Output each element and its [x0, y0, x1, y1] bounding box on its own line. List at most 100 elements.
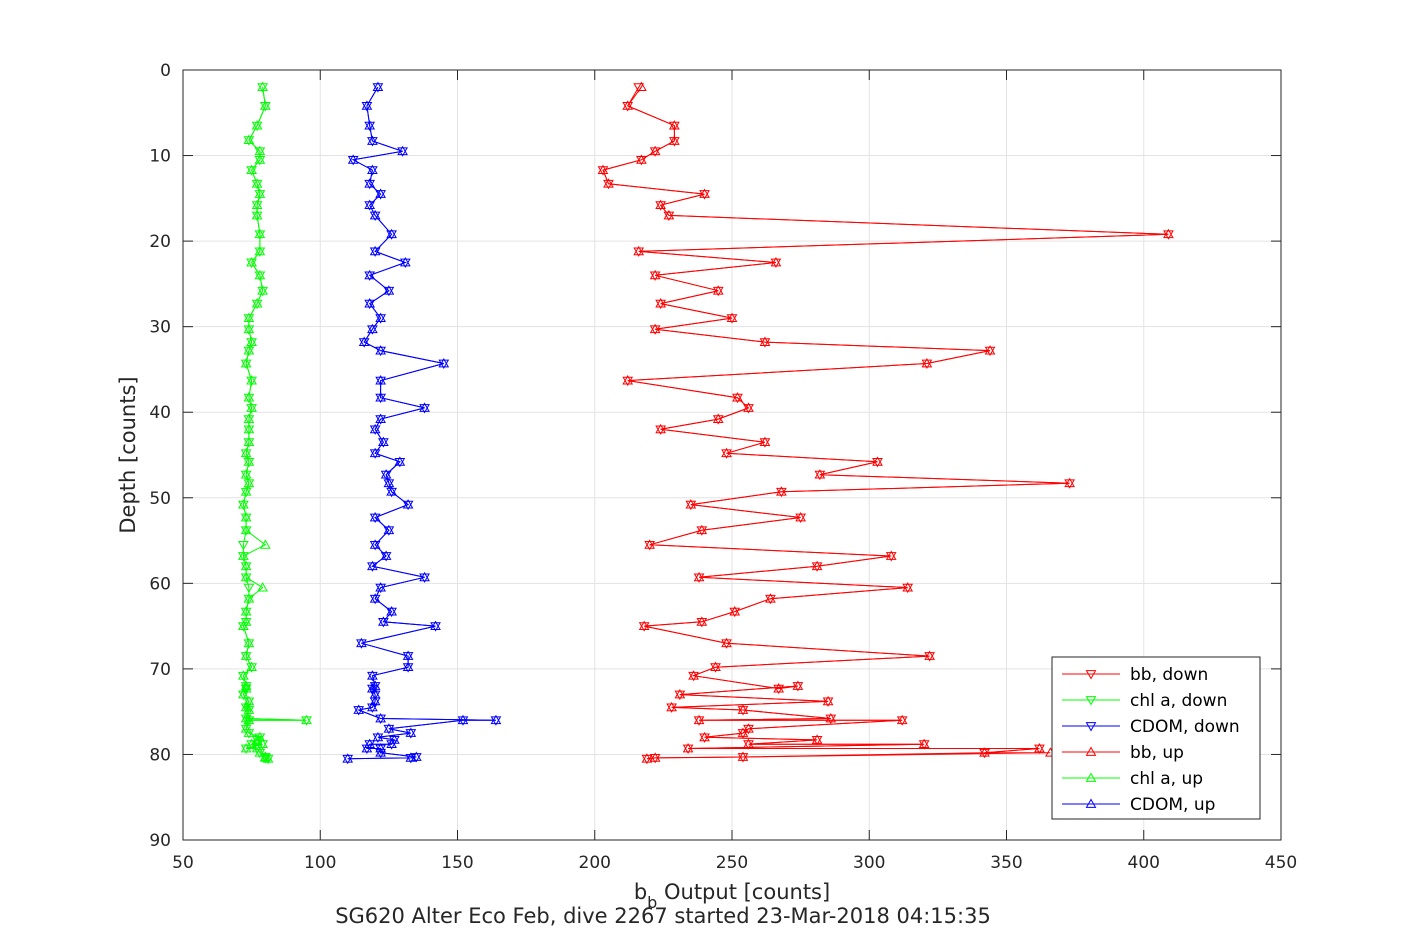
data-point [369, 209, 381, 220]
data-point [240, 650, 252, 660]
data-point [699, 733, 710, 743]
data-point [597, 164, 609, 174]
data-point [254, 269, 266, 280]
data-point [811, 560, 823, 571]
data-point [649, 145, 661, 156]
data-point [410, 751, 422, 761]
data-point [246, 166, 257, 176]
data-point [375, 312, 387, 322]
data-point [375, 713, 387, 723]
data-point [811, 734, 823, 744]
data-point [372, 731, 384, 742]
data-point [822, 695, 834, 706]
data-point [737, 751, 749, 761]
data-point [383, 286, 395, 297]
data-point [254, 245, 266, 256]
data-point [921, 357, 933, 368]
x-tick-label: 200 [579, 853, 611, 873]
data-point [364, 201, 376, 211]
data-point [641, 754, 653, 765]
y-tick-label: 10 [149, 147, 171, 167]
data-point [655, 199, 666, 210]
data-point [369, 540, 381, 551]
x-tick-label: 400 [1128, 853, 1160, 873]
data-point [238, 670, 249, 680]
series-cdom-up [342, 81, 502, 763]
data-point [765, 593, 776, 603]
legend-entry: bb, up [1062, 743, 1184, 763]
data-point [301, 716, 312, 726]
data-point [712, 285, 724, 295]
data-point [375, 742, 387, 753]
data-point [240, 652, 252, 662]
data-point [251, 121, 263, 132]
data-point [597, 166, 609, 176]
legend-swatch-marker [1085, 772, 1097, 782]
data-point [240, 714, 252, 725]
data-point [375, 747, 387, 757]
data-point [240, 449, 252, 459]
data-point [721, 447, 732, 458]
data-point [361, 102, 373, 112]
data-point [666, 701, 677, 712]
data-point [257, 83, 268, 93]
data-point [674, 689, 686, 699]
data-point [240, 606, 252, 616]
data-point [243, 697, 255, 707]
y-tick-label: 70 [149, 660, 171, 680]
data-point [367, 323, 378, 334]
data-point [243, 716, 255, 726]
data-point [243, 704, 255, 714]
legend-entry: chl a, down [1062, 691, 1227, 711]
data-point [243, 457, 255, 468]
data-point [369, 690, 381, 701]
data-point [825, 713, 837, 723]
data-point [729, 606, 741, 616]
data-point [240, 680, 252, 690]
data-point [369, 689, 381, 699]
data-point [394, 456, 406, 466]
data-point [372, 81, 384, 91]
data-point [814, 469, 826, 479]
data-point [638, 620, 650, 630]
data-point [622, 375, 634, 385]
data-point [636, 154, 647, 164]
data-point [257, 582, 268, 592]
data-point [243, 345, 255, 355]
data-point [246, 404, 257, 414]
data-point [240, 571, 252, 582]
data-point [367, 560, 378, 571]
data-point [383, 479, 395, 489]
y-tick-label: 60 [149, 574, 171, 594]
data-point [490, 716, 502, 726]
data-point [240, 357, 252, 368]
data-point [243, 346, 255, 357]
data-point [240, 713, 252, 723]
data-point [246, 336, 257, 346]
data-point [238, 552, 249, 562]
data-point [663, 211, 675, 221]
data-point [386, 230, 397, 240]
x-tick-label: 350 [990, 853, 1022, 873]
data-point [361, 100, 373, 110]
data-point [347, 155, 359, 166]
data-point [358, 338, 370, 348]
data-point [655, 201, 666, 211]
data-point [375, 392, 387, 402]
data-point [375, 375, 387, 385]
legend-swatch-marker [1085, 746, 1097, 756]
data-point [743, 723, 754, 733]
data-point [240, 487, 252, 498]
data-point [240, 469, 252, 479]
legend-label: CDOM, down [1130, 717, 1240, 737]
x-axis-label-rest: Output [counts] [657, 880, 830, 904]
data-point [367, 166, 378, 176]
data-point [380, 470, 392, 481]
data-point [668, 121, 680, 132]
series-layer [238, 81, 1174, 765]
data-point [342, 754, 354, 765]
data-point [367, 701, 378, 712]
data-point [402, 661, 414, 672]
legend-swatch-marker [1085, 696, 1097, 706]
data-point [872, 456, 883, 466]
